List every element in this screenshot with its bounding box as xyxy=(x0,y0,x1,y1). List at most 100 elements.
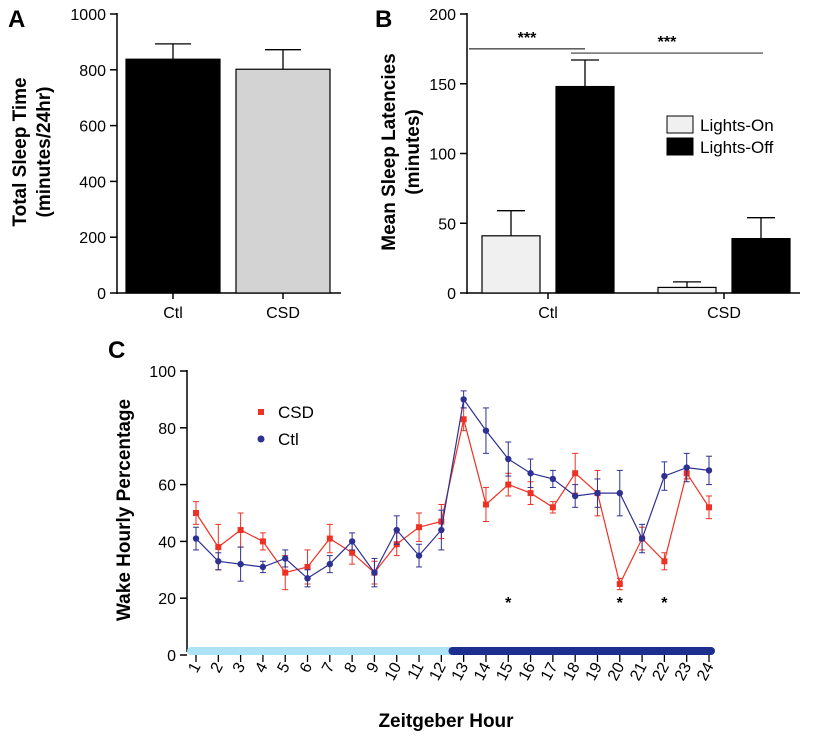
data-point-csd xyxy=(326,535,333,542)
legend-label-lights-off: Lights-Off xyxy=(700,138,774,157)
panel-b-significance-label: *** xyxy=(518,30,537,47)
panel-c-letter: C xyxy=(108,337,125,364)
panel-a-xtick-label: CSD xyxy=(266,305,300,322)
data-point-ctl xyxy=(282,555,289,562)
panel-c-xtick-label: 4 xyxy=(252,660,271,676)
data-point-csd xyxy=(237,527,244,534)
data-point-ctl xyxy=(326,560,334,568)
panel-a-xtick-label: Ctl xyxy=(163,305,183,322)
panel-b-xtick-label: CSD xyxy=(707,305,741,322)
panel-a-ylabel-line2: (minutes/24hr) xyxy=(34,87,55,218)
panel-c-ytick-label: 20 xyxy=(158,591,176,608)
data-point-ctl xyxy=(616,489,623,497)
data-point-ctl xyxy=(661,472,668,480)
panel-b-ylabel: Mean Sleep Latencies (minutes) xyxy=(379,53,424,250)
panel-c-xtick-label: 17 xyxy=(538,660,561,684)
data-point-csd xyxy=(661,558,668,565)
panel-b-ytick-label: 0 xyxy=(447,286,456,303)
data-point-csd xyxy=(482,501,489,508)
panel-b-ytick-label: 50 xyxy=(438,216,456,233)
panel-c-xtick-label: 23 xyxy=(672,660,695,684)
data-point-csd xyxy=(304,563,311,570)
panel-b-bar-csd-lights-off xyxy=(731,237,791,294)
data-point-ctl xyxy=(594,489,601,497)
panel-c-xtick-label: 3 xyxy=(230,660,249,676)
panel-b-ylabel-line1: Mean Sleep Latencies xyxy=(379,53,400,250)
panel-a-ytick-label: 200 xyxy=(79,230,106,247)
panel-b-bar-ctl-lights-off xyxy=(555,85,615,294)
panel-c-xtick-label: 14 xyxy=(471,660,494,684)
panel-a-bar-ctl xyxy=(125,58,221,294)
data-point-ctl xyxy=(638,535,646,542)
data-point-csd xyxy=(549,504,556,511)
panel-c-xtick-label: 15 xyxy=(493,660,516,684)
panel-c-xtick-label: 6 xyxy=(297,660,316,676)
data-point-csd xyxy=(259,538,266,545)
panel-a-ytick-label: 400 xyxy=(79,174,106,191)
data-point-ctl xyxy=(505,455,512,463)
significance-star: * xyxy=(505,595,512,612)
panel-b-legend: Lights-On Lights-Off xyxy=(666,115,774,157)
data-point-ctl xyxy=(259,563,267,571)
data-point-ctl xyxy=(460,396,467,403)
panel-c-xlabel: Zeitgeber Hour xyxy=(378,711,514,732)
panel-b-significance-label: *** xyxy=(658,34,677,51)
panel-c-xtick-label: 5 xyxy=(275,660,294,676)
panel-b-bar-ctl-lights-on xyxy=(481,235,541,294)
data-point-ctl xyxy=(215,558,222,565)
panel-c-xtick-label: 13 xyxy=(449,660,472,684)
panel-c-ytick-label: 80 xyxy=(158,421,176,438)
panel-c-xtick-label: 24 xyxy=(694,660,717,684)
panel-b-ytick-label: 100 xyxy=(429,147,456,164)
data-point-csd xyxy=(215,544,222,551)
panel-c-ytick-label: 60 xyxy=(158,478,176,495)
data-point-ctl xyxy=(482,427,490,434)
panel-c-xtick-label: 9 xyxy=(364,660,383,676)
data-point-ctl xyxy=(683,464,690,471)
panel-c-xtick-label: 8 xyxy=(341,660,360,676)
panel-a-bar-csd xyxy=(235,68,331,294)
data-point-csd xyxy=(460,416,467,423)
series-line-csd xyxy=(195,419,710,586)
panel-a-ytick-label: 1000 xyxy=(70,7,106,24)
series-csd xyxy=(193,407,712,591)
data-point-csd xyxy=(505,481,512,488)
panel-c-xtick-label: 18 xyxy=(560,660,583,684)
data-point-csd xyxy=(616,581,623,587)
panel-a-ylabel: Total Sleep Time (minutes/24hr) xyxy=(10,77,55,226)
data-point-ctl xyxy=(371,569,378,576)
legend-label-csd: CSD xyxy=(278,403,314,422)
panel-a-ytick-label: 600 xyxy=(79,119,106,136)
data-point-csd xyxy=(349,549,356,556)
series-ctl xyxy=(192,390,713,588)
series-line-ctl xyxy=(195,397,710,580)
panel-a-ylabel-line1: Total Sleep Time xyxy=(10,77,31,226)
panel-c-xtick-label: 7 xyxy=(319,660,338,676)
data-point-ctl xyxy=(571,492,579,500)
panel-c-xtick-label: 22 xyxy=(650,660,673,684)
panel-c-xtick-label: 1 xyxy=(185,660,204,676)
panel-b-letter: B xyxy=(375,6,392,33)
panel-a-ytick-label: 800 xyxy=(79,63,106,80)
data-point-csd xyxy=(282,569,289,576)
data-point-ctl xyxy=(527,470,534,477)
panel-b-xtick-label: Ctl xyxy=(538,305,558,322)
legend-swatch-lights-on xyxy=(666,115,694,134)
panel-c-xtick-label: 20 xyxy=(605,660,628,684)
data-point-ctl xyxy=(393,526,400,534)
data-point-csd xyxy=(706,504,712,511)
data-point-ctl xyxy=(304,575,311,582)
panel-c-xtick-label: 16 xyxy=(516,660,539,684)
data-point-csd xyxy=(193,510,199,516)
data-point-ctl xyxy=(348,538,356,545)
panel-c-xtick-label: 10 xyxy=(382,660,405,684)
panel-c-ytick-label: 0 xyxy=(167,648,176,665)
data-point-csd xyxy=(572,470,579,477)
data-point-ctl xyxy=(438,526,445,534)
legend-marker-csd xyxy=(258,409,264,415)
legend-label-lights-on: Lights-On xyxy=(700,116,774,135)
significance-star: * xyxy=(661,595,668,612)
panel-b-bar-csd-lights-on xyxy=(657,286,717,294)
panel-b-ytick-label: 150 xyxy=(429,77,456,94)
